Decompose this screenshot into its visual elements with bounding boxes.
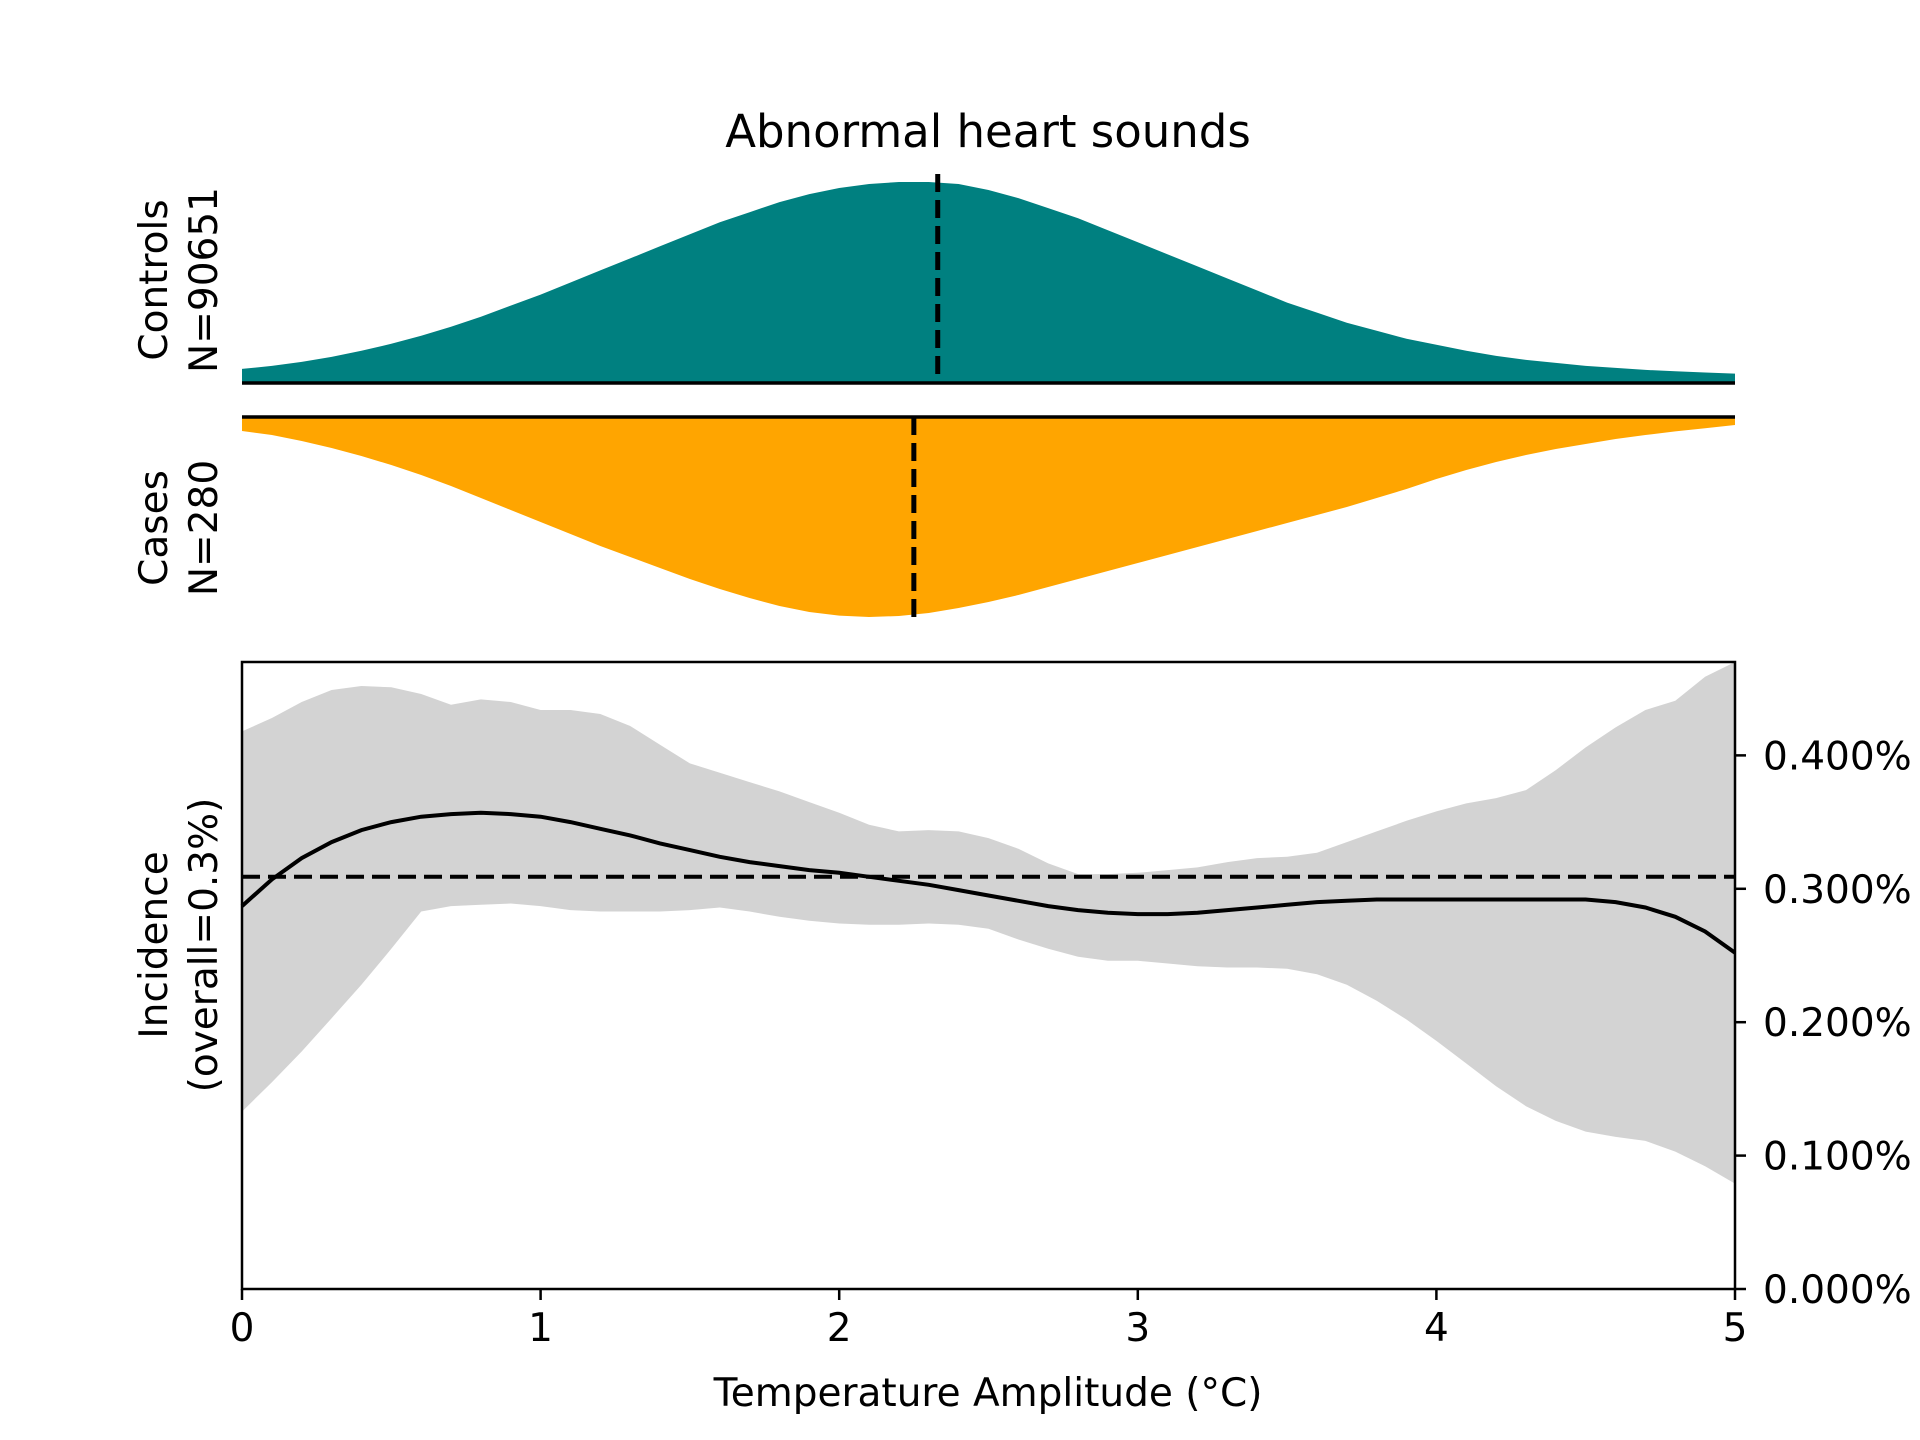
x-tick-label: 1 xyxy=(528,1306,553,1351)
x-tick-label: 4 xyxy=(1424,1306,1449,1351)
controls-label: Controls xyxy=(132,199,177,360)
y-tick-label: 0.200% xyxy=(1763,1001,1912,1046)
y-tick-label: 0.000% xyxy=(1763,1268,1912,1313)
cases-label: Cases xyxy=(132,470,177,586)
incidence-line xyxy=(240,810,1737,955)
x-tick-label: 0 xyxy=(230,1306,255,1351)
controls-density-area xyxy=(242,182,1735,383)
x-tick-label: 5 xyxy=(1723,1306,1748,1351)
incidence-axes-frame xyxy=(240,660,1737,1291)
y-axis-ticks: 0.000% 0.100% 0.200% 0.300% 0.400% xyxy=(1735,734,1912,1313)
cases-count: N=280 xyxy=(182,460,227,596)
x-axis-label: Temperature Amplitude (°C) xyxy=(713,1371,1263,1416)
controls-panel: Controls N=90651 xyxy=(132,174,1735,385)
confidence-band xyxy=(242,662,1735,1184)
cases-density-area xyxy=(242,417,1735,617)
controls-count: N=90651 xyxy=(182,187,227,373)
y-tick-label: 0.100% xyxy=(1763,1135,1912,1180)
chart-title: Abnormal heart sounds xyxy=(725,105,1251,158)
y-tick-label: 0.400% xyxy=(1763,734,1912,779)
y-tick-label: 0.300% xyxy=(1763,868,1912,913)
cases-panel: Cases N=280 xyxy=(132,415,1735,625)
incidence-panel: 0 1 2 3 4 5 0.000% 0.100% 0.200% 0.300% 0.400% Te… xyxy=(132,660,1912,1416)
y-axis-label-line1: Incidence xyxy=(132,851,177,1038)
x-tick-label: 2 xyxy=(827,1306,852,1351)
x-axis-ticks: 0 1 2 3 4 5 xyxy=(230,1289,1748,1351)
y-axis-label-line2: (overall=0.3%) xyxy=(182,798,227,1093)
x-tick-label: 3 xyxy=(1125,1306,1150,1351)
